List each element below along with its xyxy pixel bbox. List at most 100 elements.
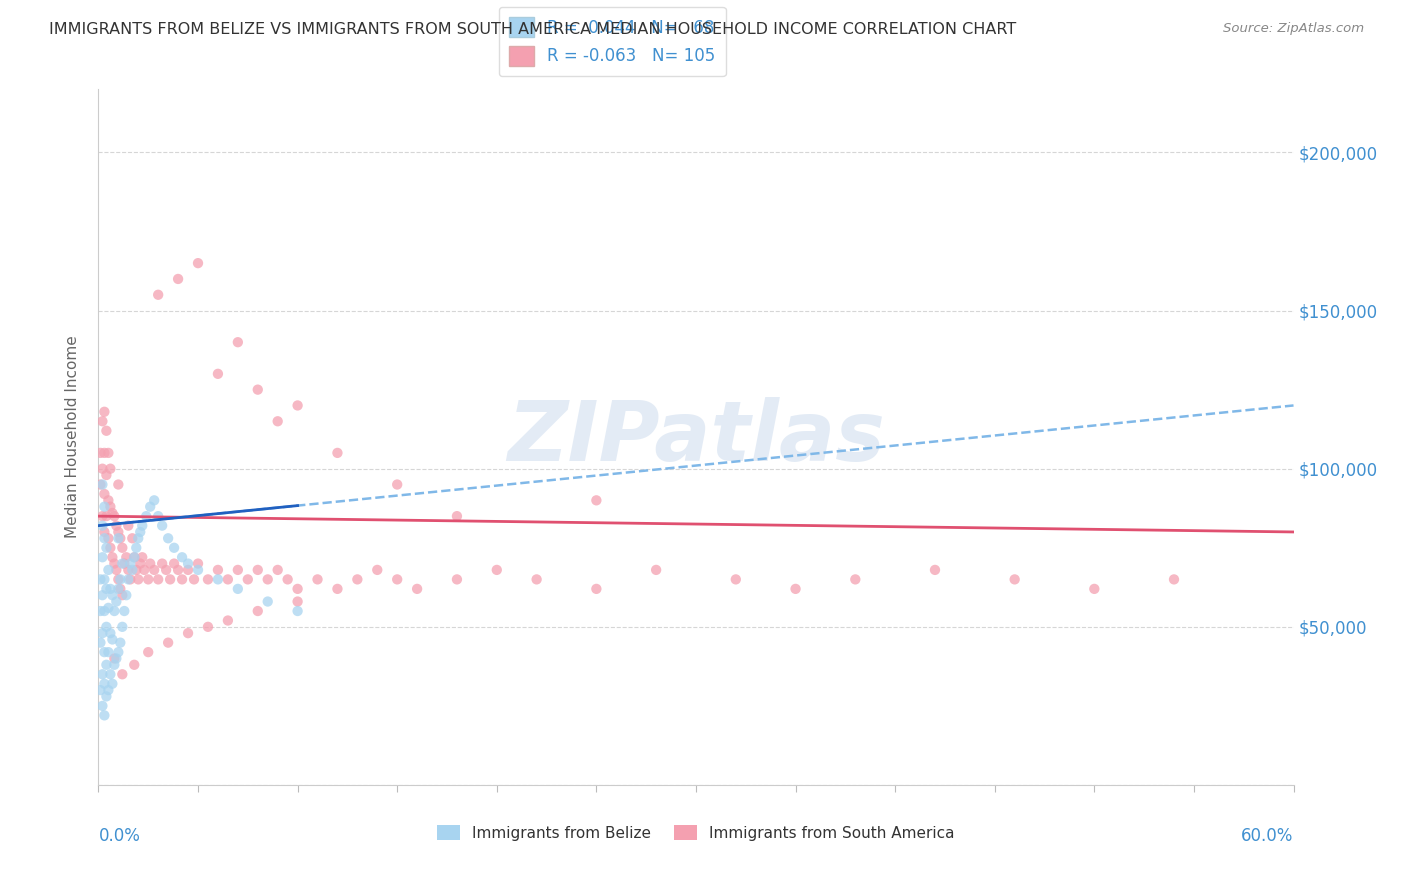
Point bbox=[1083, 582, 1105, 596]
Point bbox=[103, 509, 125, 524]
Point bbox=[585, 493, 607, 508]
Point bbox=[121, 563, 143, 577]
Point bbox=[107, 582, 129, 596]
Point bbox=[98, 626, 122, 640]
Point bbox=[93, 487, 115, 501]
Point bbox=[101, 632, 124, 647]
Point bbox=[277, 573, 299, 587]
Point bbox=[89, 683, 111, 698]
Point bbox=[96, 690, 118, 704]
Point bbox=[111, 541, 134, 555]
Point bbox=[110, 573, 132, 587]
Point bbox=[287, 594, 309, 608]
Text: 60.0%: 60.0% bbox=[1241, 827, 1294, 845]
Point bbox=[406, 582, 429, 596]
Point bbox=[207, 563, 229, 577]
Point bbox=[226, 335, 249, 350]
Point bbox=[1004, 573, 1026, 587]
Point bbox=[207, 367, 229, 381]
Point bbox=[139, 500, 162, 514]
Point bbox=[93, 446, 115, 460]
Point bbox=[101, 550, 124, 565]
Point bbox=[134, 563, 156, 577]
Point bbox=[287, 604, 309, 618]
Point bbox=[110, 635, 132, 649]
Point bbox=[105, 594, 128, 608]
Point bbox=[103, 557, 125, 571]
Point bbox=[226, 582, 249, 596]
Point bbox=[103, 657, 125, 672]
Point bbox=[177, 626, 200, 640]
Point bbox=[93, 573, 115, 587]
Point bbox=[101, 506, 124, 520]
Point bbox=[101, 588, 124, 602]
Point bbox=[183, 573, 205, 587]
Point bbox=[167, 563, 190, 577]
Point bbox=[98, 667, 122, 681]
Point bbox=[136, 645, 159, 659]
Point bbox=[129, 557, 152, 571]
Point bbox=[110, 531, 132, 545]
Point bbox=[105, 563, 128, 577]
Point bbox=[107, 531, 129, 545]
Point bbox=[111, 557, 134, 571]
Point bbox=[159, 573, 181, 587]
Point bbox=[526, 573, 548, 587]
Point bbox=[207, 573, 229, 587]
Point bbox=[91, 667, 114, 681]
Point bbox=[120, 557, 142, 571]
Point bbox=[107, 573, 129, 587]
Point bbox=[93, 604, 115, 618]
Point bbox=[287, 399, 309, 413]
Point bbox=[172, 573, 194, 587]
Point bbox=[97, 493, 120, 508]
Point bbox=[150, 518, 173, 533]
Point bbox=[91, 509, 114, 524]
Point bbox=[236, 573, 259, 587]
Text: 0.0%: 0.0% bbox=[98, 827, 141, 845]
Point bbox=[135, 509, 157, 524]
Point bbox=[89, 604, 111, 618]
Point bbox=[107, 645, 129, 659]
Point bbox=[111, 588, 134, 602]
Point bbox=[385, 477, 409, 491]
Point bbox=[110, 582, 132, 596]
Point bbox=[124, 657, 146, 672]
Point bbox=[143, 563, 166, 577]
Point bbox=[148, 573, 170, 587]
Point bbox=[103, 651, 125, 665]
Point bbox=[346, 573, 368, 587]
Point bbox=[93, 531, 115, 545]
Point bbox=[112, 557, 135, 571]
Point bbox=[93, 708, 115, 723]
Point bbox=[125, 563, 148, 577]
Point bbox=[107, 477, 129, 491]
Point bbox=[326, 446, 349, 460]
Text: Source: ZipAtlas.com: Source: ZipAtlas.com bbox=[1223, 22, 1364, 36]
Point bbox=[187, 557, 209, 571]
Point bbox=[217, 614, 239, 628]
Point bbox=[127, 531, 149, 545]
Point bbox=[1163, 573, 1185, 587]
Legend: Immigrants from Belize, Immigrants from South America: Immigrants from Belize, Immigrants from … bbox=[432, 819, 960, 847]
Point bbox=[89, 446, 111, 460]
Point bbox=[127, 573, 149, 587]
Point bbox=[117, 573, 139, 587]
Point bbox=[326, 582, 349, 596]
Point bbox=[96, 541, 118, 555]
Point bbox=[97, 645, 120, 659]
Point bbox=[844, 573, 866, 587]
Point bbox=[246, 383, 269, 397]
Point bbox=[157, 635, 180, 649]
Point bbox=[98, 582, 122, 596]
Point bbox=[446, 509, 468, 524]
Point bbox=[96, 468, 118, 483]
Point bbox=[91, 518, 114, 533]
Point bbox=[645, 563, 668, 577]
Point bbox=[101, 677, 124, 691]
Point bbox=[148, 509, 170, 524]
Point bbox=[93, 645, 115, 659]
Point bbox=[785, 582, 807, 596]
Point bbox=[197, 573, 219, 587]
Point bbox=[187, 256, 209, 270]
